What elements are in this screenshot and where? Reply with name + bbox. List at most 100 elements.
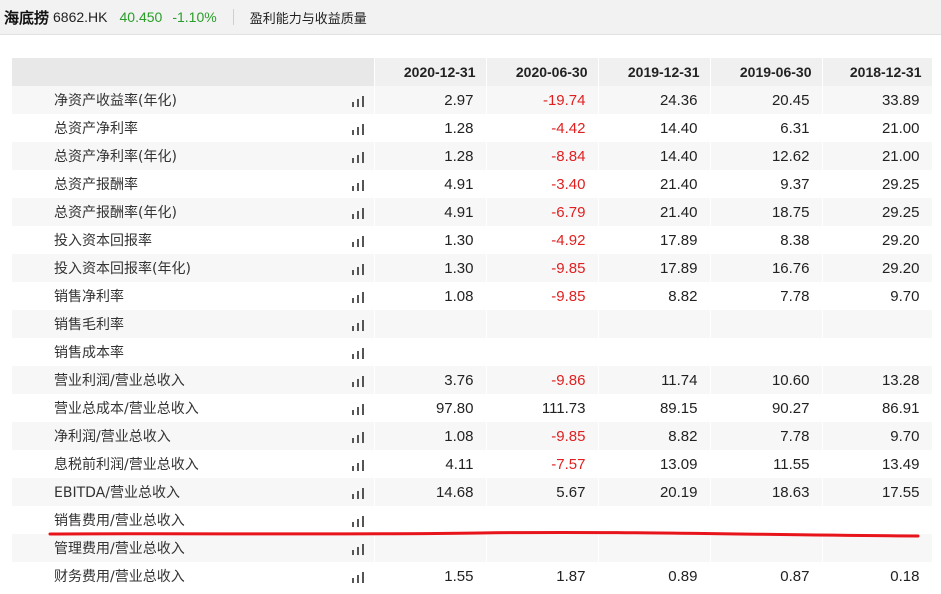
value-cell: 11.74 — [598, 366, 711, 394]
bar-chart-icon[interactable] — [351, 291, 366, 303]
bar-chart-icon-bar — [361, 544, 364, 555]
bar-chart-icon-bar — [351, 438, 354, 443]
value-cell: 18.63 — [710, 478, 823, 506]
row-label: 总资产净利率(年化) — [54, 149, 177, 165]
bar-chart-icon-bar — [361, 376, 364, 387]
row-label-cell: 净利润/营业总收入 — [12, 422, 375, 450]
bar-chart-icon[interactable] — [351, 375, 366, 387]
value-cell: 29.20 — [822, 254, 933, 282]
row-label-cell: 总资产净利率(年化) — [12, 142, 375, 170]
bar-chart-icon-bar — [351, 102, 354, 107]
bar-chart-icon-bar — [351, 242, 354, 247]
bar-chart-icon[interactable] — [351, 459, 366, 471]
bar-chart-icon[interactable] — [351, 207, 366, 219]
value-cell: 6.31 — [710, 114, 823, 142]
table-row: 总资产报酬率(年化) 4.91 -6.79 21.40 18.75 29.25 — [12, 198, 933, 226]
row-label: 总资产净利率 — [54, 121, 138, 137]
value-cell: 0.89 — [598, 562, 711, 590]
value-cell: -7.57 — [486, 450, 599, 478]
value-cell: 8.82 — [598, 422, 711, 450]
bar-chart-icon[interactable] — [351, 403, 366, 415]
bar-chart-icon[interactable] — [351, 543, 366, 555]
bar-chart-icon[interactable] — [351, 347, 366, 359]
row-label-cell: 投入资本回报率(年化) — [12, 254, 375, 282]
column-header[interactable]: 2020-12-31 — [374, 58, 487, 86]
bar-chart-icon-bar — [361, 516, 364, 527]
bar-chart-icon-bar — [356, 379, 359, 387]
bar-chart-icon-bar — [356, 155, 359, 163]
value-cell: 9.70 — [822, 282, 933, 310]
table-header-row: 2020-12-31 2020-06-30 2019-12-31 2019-06… — [12, 58, 933, 86]
bar-chart-icon-bar — [361, 124, 364, 135]
bar-chart-icon-bar — [356, 547, 359, 555]
value-cell: 17.89 — [598, 226, 711, 254]
header-divider — [232, 9, 234, 25]
bar-chart-icon[interactable] — [351, 319, 366, 331]
bar-chart-icon-bar — [351, 550, 354, 555]
value-cell: 14.40 — [598, 142, 711, 170]
table-row: 销售净利率 1.08 -9.85 8.82 7.78 9.70 — [12, 282, 933, 310]
row-label-cell: 息税前利润/营业总收入 — [12, 450, 375, 478]
row-label-cell: 销售净利率 — [12, 282, 375, 310]
bar-chart-icon-bar — [361, 488, 364, 499]
row-label: 营业总成本/营业总收入 — [54, 401, 199, 417]
bar-chart-icon-bar — [356, 435, 359, 443]
column-header[interactable]: 2018-12-31 — [822, 58, 933, 86]
bar-chart-icon-bar — [351, 326, 354, 331]
table-row: 营业利润/营业总收入 3.76 -9.86 11.74 10.60 13.28 — [12, 366, 933, 394]
bar-chart-icon-bar — [356, 127, 359, 135]
value-cell: -8.84 — [486, 142, 599, 170]
table-row: 净资产收益率(年化) 2.97 -19.74 24.36 20.45 33.89 — [12, 86, 933, 114]
bar-chart-icon[interactable] — [351, 571, 366, 583]
row-label: 投入资本回报率(年化) — [54, 261, 191, 277]
bar-chart-icon[interactable] — [351, 263, 366, 275]
bar-chart-icon-bar — [361, 460, 364, 471]
bar-chart-icon[interactable] — [351, 431, 366, 443]
bar-chart-icon[interactable] — [351, 515, 366, 527]
table-row: 息税前利润/营业总收入 4.11 -7.57 13.09 11.55 13.49 — [12, 450, 933, 478]
bar-chart-icon[interactable] — [351, 123, 366, 135]
bar-chart-icon-bar — [356, 295, 359, 303]
stock-name[interactable]: 海底捞 — [4, 8, 50, 27]
column-header[interactable]: 2019-12-31 — [598, 58, 711, 86]
table-row: EBITDA/营业总收入 14.68 5.67 20.19 18.63 17.55 — [12, 478, 933, 506]
value-cell: 7.78 — [710, 422, 823, 450]
column-header[interactable]: 2020-06-30 — [486, 58, 599, 86]
value-cell — [374, 310, 487, 338]
value-cell — [710, 534, 823, 562]
bar-chart-icon-bar — [351, 354, 354, 359]
bar-chart-icon-bar — [361, 180, 364, 191]
bar-chart-icon-bar — [356, 463, 359, 471]
row-label: 管理费用/营业总收入 — [54, 541, 185, 557]
value-cell: -19.74 — [486, 86, 599, 114]
value-cell — [486, 310, 599, 338]
row-label-cell: 投入资本回报率 — [12, 226, 375, 254]
value-cell: 11.55 — [710, 450, 823, 478]
row-label: 投入资本回报率 — [54, 233, 152, 249]
bar-chart-icon-bar — [356, 351, 359, 359]
value-cell: 1.30 — [374, 226, 487, 254]
value-cell — [710, 506, 823, 534]
value-cell: 29.25 — [822, 198, 933, 226]
row-label: 总资产报酬率(年化) — [54, 205, 177, 221]
value-cell: -9.86 — [486, 366, 599, 394]
bar-chart-icon[interactable] — [351, 487, 366, 499]
value-cell — [822, 338, 933, 366]
value-cell: 24.36 — [598, 86, 711, 114]
bar-chart-icon-bar — [351, 410, 354, 415]
bar-chart-icon[interactable] — [351, 179, 366, 191]
value-cell: 1.87 — [486, 562, 599, 590]
bar-chart-icon[interactable] — [351, 95, 366, 107]
bar-chart-icon[interactable] — [351, 235, 366, 247]
value-cell: 2.97 — [374, 86, 487, 114]
bar-chart-icon-bar — [351, 186, 354, 191]
column-header[interactable]: 2019-06-30 — [710, 58, 823, 86]
bar-chart-icon[interactable] — [351, 151, 366, 163]
bar-chart-icon-bar — [351, 522, 354, 527]
value-cell: 8.38 — [710, 226, 823, 254]
value-cell — [598, 534, 711, 562]
value-cell — [822, 310, 933, 338]
table-row: 净利润/营业总收入 1.08 -9.85 8.82 7.78 9.70 — [12, 422, 933, 450]
bar-chart-icon-bar — [351, 130, 354, 135]
value-cell — [710, 338, 823, 366]
